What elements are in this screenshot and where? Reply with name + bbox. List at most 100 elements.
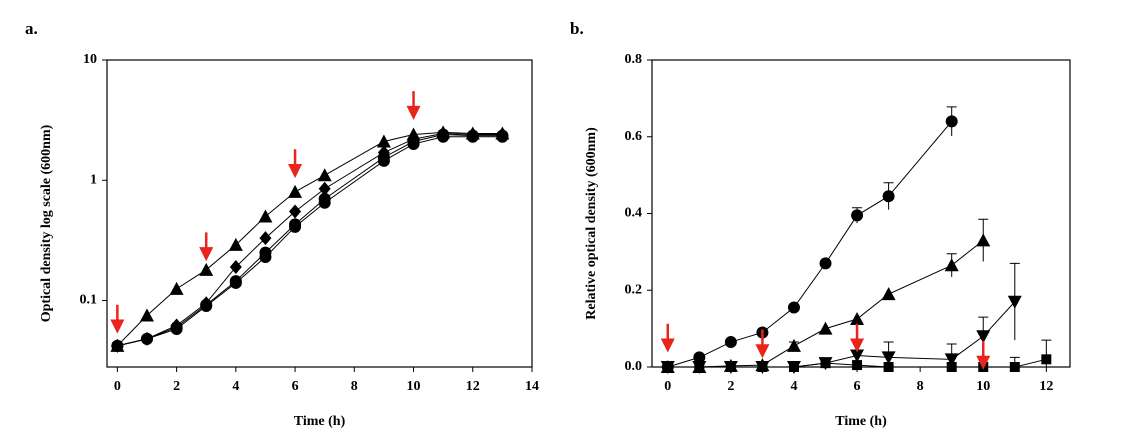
y-axis-label: Optical density log scale (600nm) xyxy=(39,124,54,322)
marker xyxy=(437,130,450,143)
marker xyxy=(818,321,833,335)
marker xyxy=(1007,295,1022,309)
marker xyxy=(850,349,865,363)
series-line xyxy=(117,136,503,347)
marker xyxy=(229,276,242,289)
marker xyxy=(944,353,959,367)
marker xyxy=(725,362,736,372)
marker xyxy=(377,154,390,167)
marker xyxy=(694,362,705,372)
marker xyxy=(944,258,959,272)
x-tick-label: 14 xyxy=(525,379,539,394)
marker xyxy=(259,251,272,264)
marker xyxy=(786,338,801,352)
series-line xyxy=(667,301,1016,368)
marker xyxy=(288,184,303,198)
annotation-arrow xyxy=(850,323,865,353)
series-line xyxy=(117,131,503,347)
marker xyxy=(318,196,331,209)
x-tick-label: 2 xyxy=(727,379,734,394)
x-tick-label: 4 xyxy=(790,379,797,394)
x-tick-label: 10 xyxy=(407,379,421,394)
x-tick-label: 2 xyxy=(173,379,180,394)
x-tick-label: 6 xyxy=(854,379,861,394)
x-tick-label: 0 xyxy=(664,379,671,394)
marker xyxy=(1041,354,1052,365)
marker xyxy=(496,130,509,143)
x-tick-label: 10 xyxy=(976,379,990,394)
marker xyxy=(259,231,272,246)
marker xyxy=(883,362,894,372)
marker xyxy=(258,209,273,223)
series-line xyxy=(117,134,503,347)
series-line xyxy=(117,132,503,347)
marker xyxy=(289,220,302,233)
marker xyxy=(407,138,420,151)
marker xyxy=(693,351,706,364)
x-axis-label: Time (h) xyxy=(835,414,887,429)
marker xyxy=(111,339,124,352)
marker xyxy=(140,332,153,345)
x-tick-label: 6 xyxy=(292,379,299,394)
y-tick-label: 0.1 xyxy=(80,293,98,308)
marker xyxy=(851,209,864,222)
panel-label: b. xyxy=(570,19,584,38)
y-tick-label: 0.8 xyxy=(625,52,643,67)
marker xyxy=(200,300,213,313)
panel-label: a. xyxy=(25,19,38,38)
x-tick-label: 8 xyxy=(917,379,924,394)
marker xyxy=(199,262,214,276)
marker xyxy=(376,134,391,148)
marker xyxy=(139,308,154,322)
marker xyxy=(169,281,184,295)
x-tick-label: 8 xyxy=(351,379,358,394)
plot-frame xyxy=(106,59,533,368)
marker xyxy=(882,190,895,203)
marker xyxy=(946,362,957,372)
annotation-arrow xyxy=(976,341,991,370)
y-tick-label: 10 xyxy=(83,52,97,67)
annotation-arrow xyxy=(199,232,214,262)
annotation-arrow xyxy=(406,91,421,120)
marker xyxy=(466,130,479,143)
x-tick-label: 12 xyxy=(466,379,480,394)
y-tick-label: 0.6 xyxy=(625,129,643,144)
marker xyxy=(976,330,991,344)
marker xyxy=(881,287,896,301)
marker xyxy=(819,257,832,270)
marker xyxy=(852,360,863,371)
x-tick-label: 0 xyxy=(114,379,121,394)
x-tick-label: 12 xyxy=(1039,379,1053,394)
marker xyxy=(724,336,737,349)
annotation-arrow xyxy=(110,304,125,334)
x-axis-label: Time (h) xyxy=(294,414,346,429)
marker xyxy=(788,362,799,372)
y-tick-label: 1 xyxy=(90,172,97,187)
marker xyxy=(976,233,991,247)
marker xyxy=(820,358,831,369)
marker xyxy=(228,237,243,251)
marker xyxy=(170,322,183,335)
x-tick-label: 4 xyxy=(232,379,239,394)
marker xyxy=(1009,362,1020,372)
y-tick-label: 0.4 xyxy=(625,206,643,221)
marker xyxy=(881,351,896,365)
annotation-arrow xyxy=(288,149,303,179)
marker xyxy=(317,168,332,182)
marker xyxy=(289,204,302,219)
marker xyxy=(945,115,958,128)
marker xyxy=(229,259,242,274)
series-line xyxy=(667,121,953,368)
marker xyxy=(757,362,768,372)
y-axis-label: Relative optical density (600nm) xyxy=(584,127,599,320)
series-line xyxy=(667,358,1047,368)
marker xyxy=(850,312,865,326)
series-line xyxy=(667,239,984,368)
annotation-arrow xyxy=(660,323,675,353)
annotation-arrow xyxy=(755,329,770,359)
y-tick-label: 0.2 xyxy=(625,282,643,297)
marker xyxy=(318,181,331,196)
marker xyxy=(787,301,800,314)
marker xyxy=(662,362,673,372)
